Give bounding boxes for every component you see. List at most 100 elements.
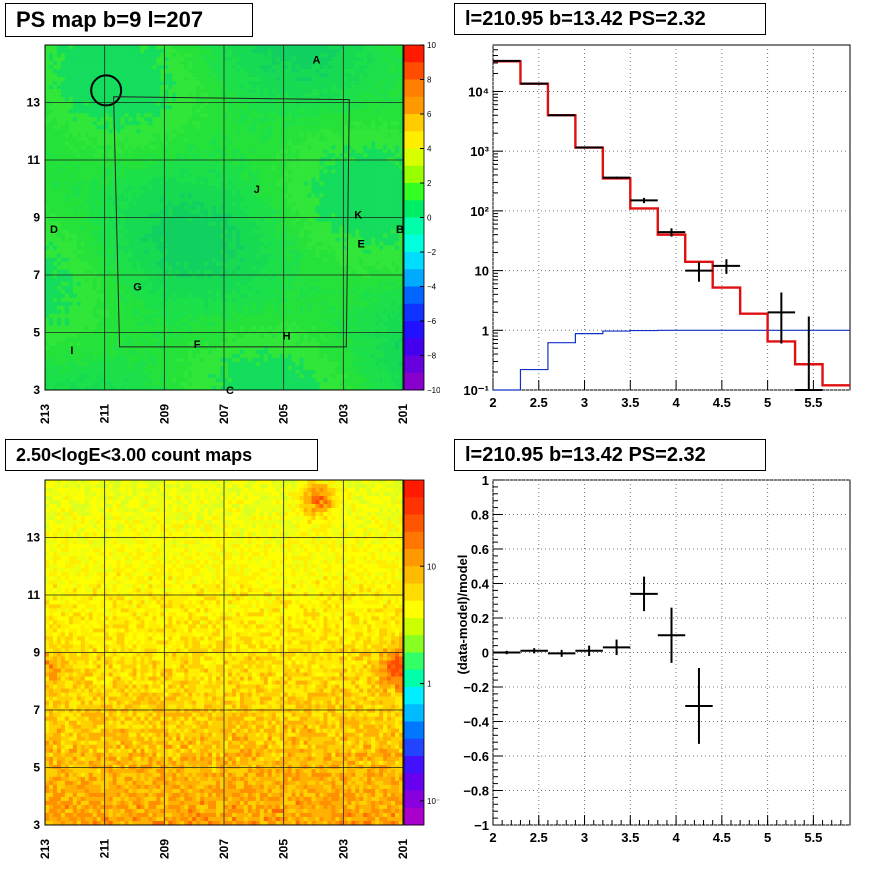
ps-map-colorbar-tick: 8 <box>427 76 432 85</box>
residual-xtick: 5 <box>764 830 771 845</box>
residual-xtick: 2 <box>489 830 496 845</box>
residual-data-point <box>547 649 576 657</box>
ps-map-title: PS map b=9 l=207 <box>5 3 253 37</box>
count-map-colorbar <box>404 480 424 826</box>
ps-map-ytick: 11 <box>27 153 40 167</box>
ps-map-roi-outline <box>113 96 350 348</box>
ps-map-xtick: 209 <box>157 404 171 424</box>
ps-map-target-circle <box>90 74 123 107</box>
spectrum-panel: 2 2.5 3 3.5 4 4.5 5 5.5 10⁻¹ 1 10 10² 10³ 10⁴ <box>463 44 851 410</box>
ps-map-ytick: 9 <box>33 211 40 225</box>
count-map-xtick: 209 <box>157 839 171 859</box>
residual-ytick: −0.6 <box>463 749 489 764</box>
spectrum-ytick: 10⁴ <box>468 84 489 99</box>
residual-ytick: 0.8 <box>471 508 489 523</box>
ps-map-colorbar <box>404 45 424 391</box>
ps-map-ytick: 3 <box>33 383 40 397</box>
ps-map-ytick: 7 <box>33 268 40 282</box>
spectrum-frame <box>492 44 851 391</box>
residual-ylabel: (data-model)/model <box>455 555 470 675</box>
ps-map-source-label: H <box>283 330 291 342</box>
count-map-ytick: 7 <box>33 703 40 717</box>
ps-map-colorbar-tick: −2 <box>427 248 437 257</box>
residual-ytick: −0.2 <box>463 680 489 695</box>
ps-map-source-label: E <box>358 238 365 250</box>
spectrum-data-point <box>657 228 686 237</box>
ps-map-source-label: C <box>226 385 234 397</box>
residual-xtick: 4 <box>672 830 680 845</box>
spectrum-background-model <box>493 329 850 391</box>
residual-xtick: 3 <box>581 830 588 845</box>
count-map-xtick: 203 <box>336 839 350 859</box>
ps-map-source-label: I <box>70 345 73 357</box>
ps-map-xtick: 207 <box>217 404 231 424</box>
residual-data-point <box>575 645 603 656</box>
count-map-xtick: 207 <box>217 839 231 859</box>
ps-map-panel: 213 211 209 207 205 203 201 13 11 9 7 5 3 A J K D E B G H F I C… <box>27 41 440 424</box>
count-map-ytick: 13 <box>27 531 41 545</box>
residual-ytick: 0.2 <box>471 611 489 626</box>
count-map-xtick: 201 <box>396 839 410 859</box>
ps-map-source-label: J <box>254 184 260 196</box>
spectrum-data-point <box>493 59 521 62</box>
residual-ytick: 1 <box>482 475 489 488</box>
ps-map-colorbar-tick: 4 <box>427 145 432 154</box>
count-map-ytick: 3 <box>33 818 40 832</box>
spectrum-ytick: 1 <box>482 323 489 338</box>
residual-ytick: 0.6 <box>471 542 489 557</box>
count-map-colorbar-tick: 1 <box>427 680 432 689</box>
count-map-title: 2.50<logE<3.00 count maps <box>5 439 318 471</box>
ps-map-colorbar-tick: −8 <box>427 352 437 361</box>
ps-map-xtick: 205 <box>277 404 291 424</box>
residual-xtick: 2.5 <box>530 830 548 845</box>
count-map-xtick: 205 <box>277 839 291 859</box>
ps-map-xtick: 201 <box>396 404 410 424</box>
residual-ytick: −0.8 <box>463 784 489 799</box>
count-map-xtick: 211 <box>98 839 112 859</box>
ps-map-source-label: G <box>133 282 142 294</box>
ps-map-source-label: F <box>194 339 201 351</box>
residual-title: l=210.95 b=13.42 PS=2.32 <box>454 439 766 471</box>
spectrum-xtick: 5 <box>764 395 771 410</box>
ps-map-ytick: 13 <box>27 96 41 110</box>
spectrum-xtick: 2.5 <box>530 395 548 410</box>
ps-map-graticule <box>45 45 403 390</box>
count-map-ytick: 11 <box>27 588 40 602</box>
residual-panel: 2 2.5 3 3.5 4 4.5 5 5.5 1 0.8 0.6 0.4 0.2 0 −0.2 −0.4 −0… <box>455 475 851 845</box>
spectrum-title: l=210.95 b=13.42 PS=2.32 <box>454 3 766 35</box>
ps-map-colorbar-tick: 10 <box>427 41 436 50</box>
spectrum-xtick: 4.5 <box>713 395 731 410</box>
spectrum-xtick: 4 <box>672 395 680 410</box>
residual-data-point <box>630 576 658 612</box>
count-map-colorbar-tick: 10 <box>427 562 436 571</box>
residual-xtick: 5.5 <box>804 830 822 845</box>
residual-data-point <box>493 650 521 655</box>
residual-xtick: 4.5 <box>713 830 731 845</box>
residual-ytick: −1 <box>474 818 489 833</box>
residual-data-point <box>685 668 713 744</box>
count-map-colorbar-tick: 10⁻¹ <box>427 797 440 806</box>
spectrum-grid <box>492 45 850 391</box>
residual-ytick: 0 <box>482 646 489 661</box>
spectrum-ytick: 10 <box>475 264 489 279</box>
ps-map-colorbar-tick: 6 <box>427 110 432 119</box>
spectrum-ytick: 10² <box>470 204 489 219</box>
ps-map-colorbar-tick: 0 <box>427 214 432 223</box>
spectrum-data-point <box>712 259 741 274</box>
ps-map-colorbar-tick: 2 <box>427 179 432 188</box>
spectrum-data-point <box>575 146 603 149</box>
spectrum-ytick: 10⁻¹ <box>463 383 489 398</box>
spectrum-data-point <box>685 261 713 282</box>
spectrum-data-point <box>630 197 658 204</box>
count-map-ytick: 9 <box>33 646 40 660</box>
ps-map-ytick: 5 <box>33 326 40 340</box>
count-map-panel: 213 211 209 207 205 203 201 13 11 9 7 5 3 10 1 10⁻¹ <box>27 479 440 859</box>
count-map-xtick: 213 <box>38 839 52 859</box>
residual-ytick: −0.4 <box>463 715 489 730</box>
ps-map-pixels <box>45 45 404 391</box>
ps-map-xtick: 213 <box>38 404 52 424</box>
residual-xtick: 3.5 <box>621 830 639 845</box>
spectrum-data-point <box>520 82 548 85</box>
spectrum-data-point <box>547 114 576 117</box>
ps-map-source-label: D <box>50 224 58 236</box>
